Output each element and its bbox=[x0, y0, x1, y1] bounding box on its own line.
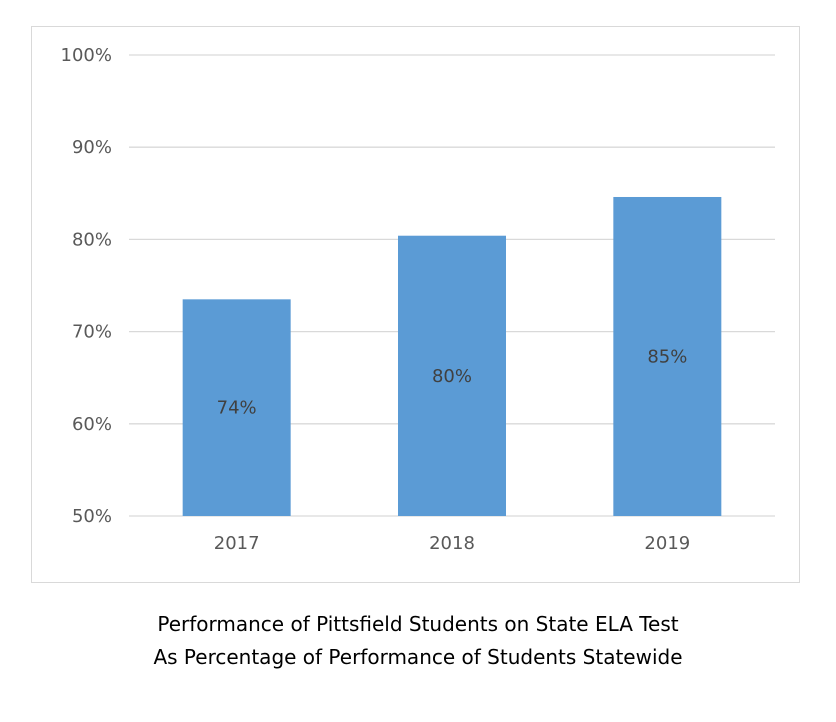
y-tick-label: 60% bbox=[72, 414, 112, 435]
data-label: 85% bbox=[647, 346, 687, 367]
chart-area: 50% 60% 70% 80% 90% 100% 74% 2017 80% 2018 85% 2019 bbox=[31, 26, 800, 583]
x-tick-label: 2019 bbox=[644, 533, 690, 554]
chart-caption-line-2: As Percentage of Performance of Students… bbox=[153, 645, 683, 669]
data-label: 80% bbox=[432, 366, 472, 387]
y-tick-label: 50% bbox=[72, 506, 112, 527]
y-tick-label: 100% bbox=[61, 45, 112, 66]
bar bbox=[398, 235, 506, 516]
x-tick-label: 2018 bbox=[429, 533, 475, 554]
chart-caption-line-1: Performance of Pittsfield Students on St… bbox=[157, 612, 679, 636]
data-label: 74% bbox=[217, 398, 257, 419]
bar bbox=[613, 196, 722, 516]
bar bbox=[182, 299, 291, 516]
y-tick-label: 90% bbox=[72, 137, 112, 158]
y-tick-label: 80% bbox=[72, 229, 112, 250]
bar-chart: 50% 60% 70% 80% 90% 100% 74% 2017 80% 2018 85% 2019 bbox=[61, 45, 775, 554]
x-tick-label: 2017 bbox=[214, 533, 260, 554]
y-tick-label: 70% bbox=[72, 322, 112, 343]
